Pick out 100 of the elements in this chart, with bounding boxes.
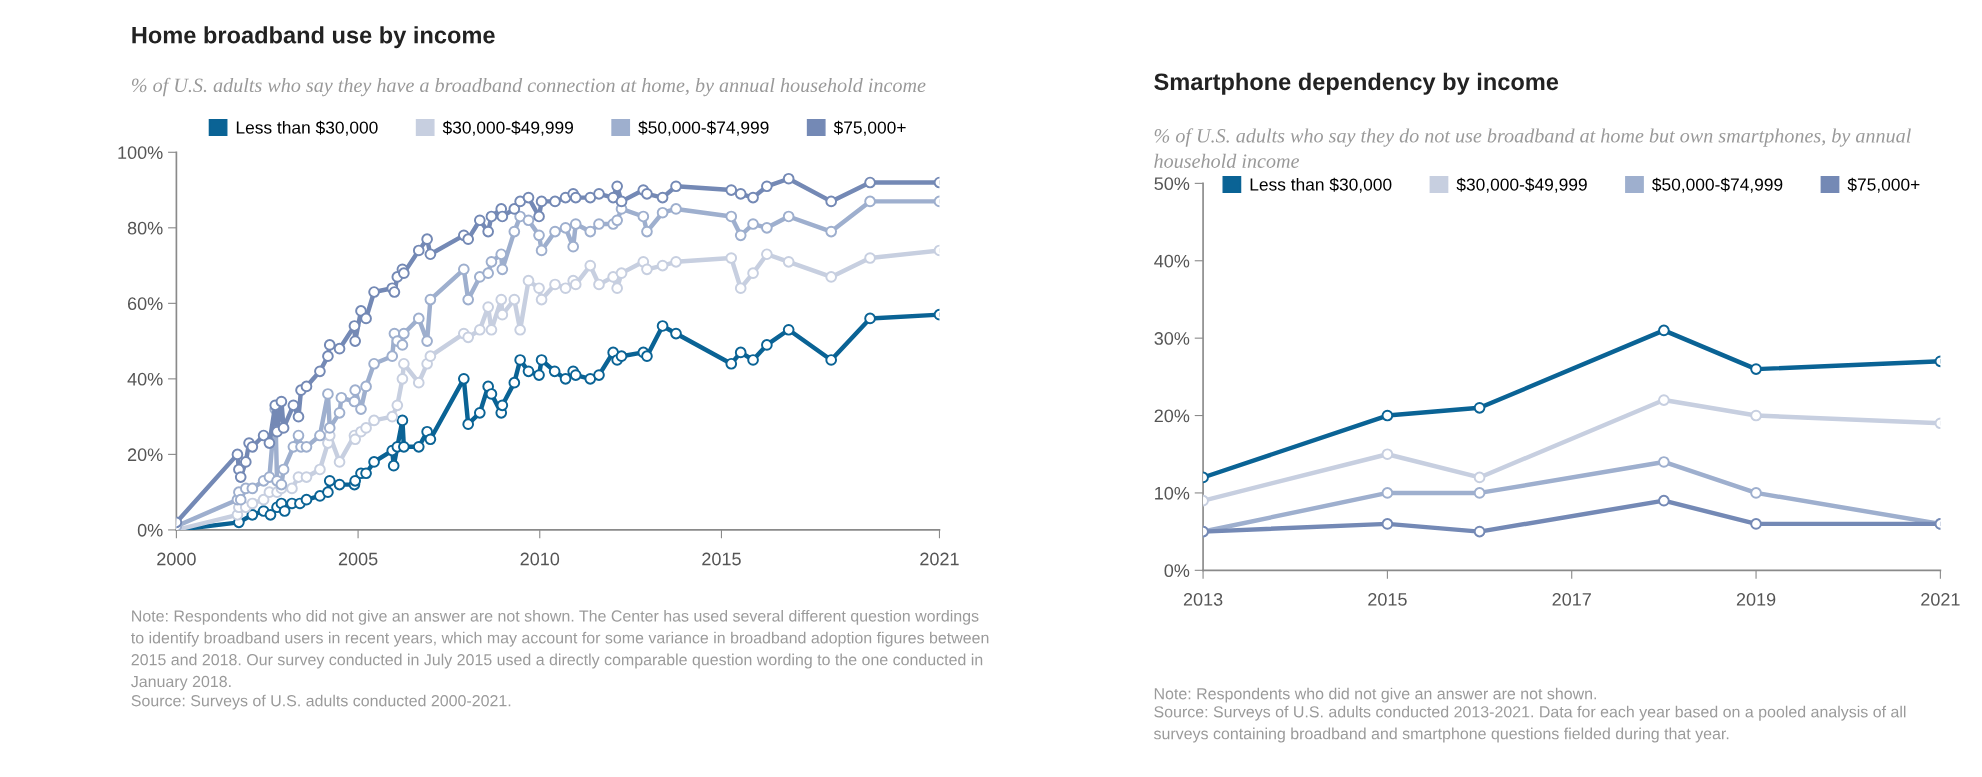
point (368, 414, 380, 427)
point (522, 274, 535, 287)
source-note: Source: Surveys of U.S. adults conducted 2000-2021. (131, 694, 511, 710)
chart-title: Smartphone dependency by income (1154, 72, 1559, 95)
point (462, 418, 475, 431)
legend-label: $30,000-$49,999 (1456, 177, 1587, 193)
point (825, 271, 838, 283)
point (412, 376, 425, 389)
point (396, 414, 409, 427)
x-tick-label: 2005 (338, 552, 378, 566)
point (641, 263, 653, 276)
point (533, 369, 545, 381)
point (278, 505, 291, 517)
point (1658, 324, 1670, 337)
point (360, 422, 372, 434)
point (584, 259, 597, 272)
point (535, 354, 548, 366)
point (333, 456, 346, 468)
point (656, 320, 669, 332)
point (473, 323, 486, 336)
y-tick-label: 0% (137, 523, 163, 537)
point (1473, 401, 1486, 414)
point (473, 407, 486, 419)
point (559, 373, 572, 385)
point (387, 459, 400, 472)
point (424, 350, 437, 363)
text: Note: Respondents who did not give an answer are not shown. The Center has used several different question wordings to identify broadband users in recent years, which may account for some variance in broadband adoption figures between 2015 and 2018. Our survey conducted in July 2015 used a directly comparable question wording to the one conducted in January 2018. (131, 609, 989, 691)
point (782, 323, 795, 336)
point (1381, 448, 1394, 461)
point (246, 508, 259, 521)
point (825, 354, 838, 366)
point (508, 376, 521, 389)
point (508, 293, 521, 306)
point (1473, 471, 1486, 484)
point (412, 441, 425, 453)
y-tick-label: 0% (1164, 564, 1190, 578)
x-tick-label: 2000 (157, 552, 196, 566)
x-tick-label: 2021 (1921, 593, 1960, 606)
point (368, 456, 380, 468)
point (593, 278, 605, 291)
point (1381, 409, 1394, 422)
point (349, 474, 362, 487)
y-tick-label: 50% (1154, 177, 1190, 191)
point (300, 493, 313, 506)
legend-label: $75,000+ (1847, 177, 1920, 193)
point (584, 373, 597, 385)
point (1473, 487, 1486, 499)
point (641, 350, 653, 363)
point (1658, 456, 1670, 468)
legend-label: $50,000-$74,999 (638, 120, 769, 136)
point (725, 252, 738, 264)
point (1381, 518, 1394, 530)
point (747, 354, 759, 366)
point (300, 471, 313, 483)
y-tick-label: 100% (118, 146, 163, 160)
point (522, 365, 535, 378)
point (1658, 494, 1670, 507)
point (1750, 363, 1762, 375)
point (457, 373, 470, 385)
point (656, 259, 669, 272)
y-tick-label: 40% (1154, 254, 1190, 268)
point (495, 293, 508, 306)
point (398, 441, 410, 453)
point (1750, 518, 1762, 530)
point (323, 474, 336, 487)
y-tick-label: 10% (1155, 486, 1190, 500)
y-tick-label: 80% (127, 221, 163, 235)
point (535, 293, 548, 306)
point (864, 252, 876, 264)
chart-subtitle: % of U.S. adults who say they have a broadband connection at home, by annual household income (131, 77, 926, 97)
point (264, 508, 277, 521)
point (1750, 409, 1762, 422)
y-tick-label: 20% (127, 448, 163, 462)
point (593, 369, 605, 381)
x-tick-label: 2017 (1552, 593, 1591, 606)
point (386, 410, 399, 423)
point (734, 346, 747, 359)
x-tick-label: 2021 (920, 552, 959, 566)
point (615, 267, 628, 279)
point (349, 433, 362, 446)
point (615, 350, 628, 363)
point (782, 255, 795, 268)
legend-label: $50,000-$74,999 (1652, 177, 1783, 193)
point (333, 478, 346, 491)
point (1473, 525, 1486, 538)
point (396, 373, 409, 385)
x-tick-label: 2010 (520, 552, 560, 566)
point (549, 278, 561, 291)
point (286, 482, 298, 495)
point (864, 312, 876, 325)
y-tick-label: 40% (127, 372, 163, 386)
x-tick-label: 2015 (702, 552, 741, 566)
source-note: Source: Surveys of U.S. adults conducted 2013-2021. Data for each year based on a pooled analysis of all surveys containing broadband and smartphone questions fielded during that year. (1153, 705, 1906, 743)
point (747, 267, 759, 279)
point (257, 493, 270, 506)
y-tick-label: 20% (1154, 409, 1190, 423)
point (391, 399, 404, 412)
point (607, 271, 619, 283)
point (482, 301, 494, 313)
point (1658, 394, 1670, 406)
